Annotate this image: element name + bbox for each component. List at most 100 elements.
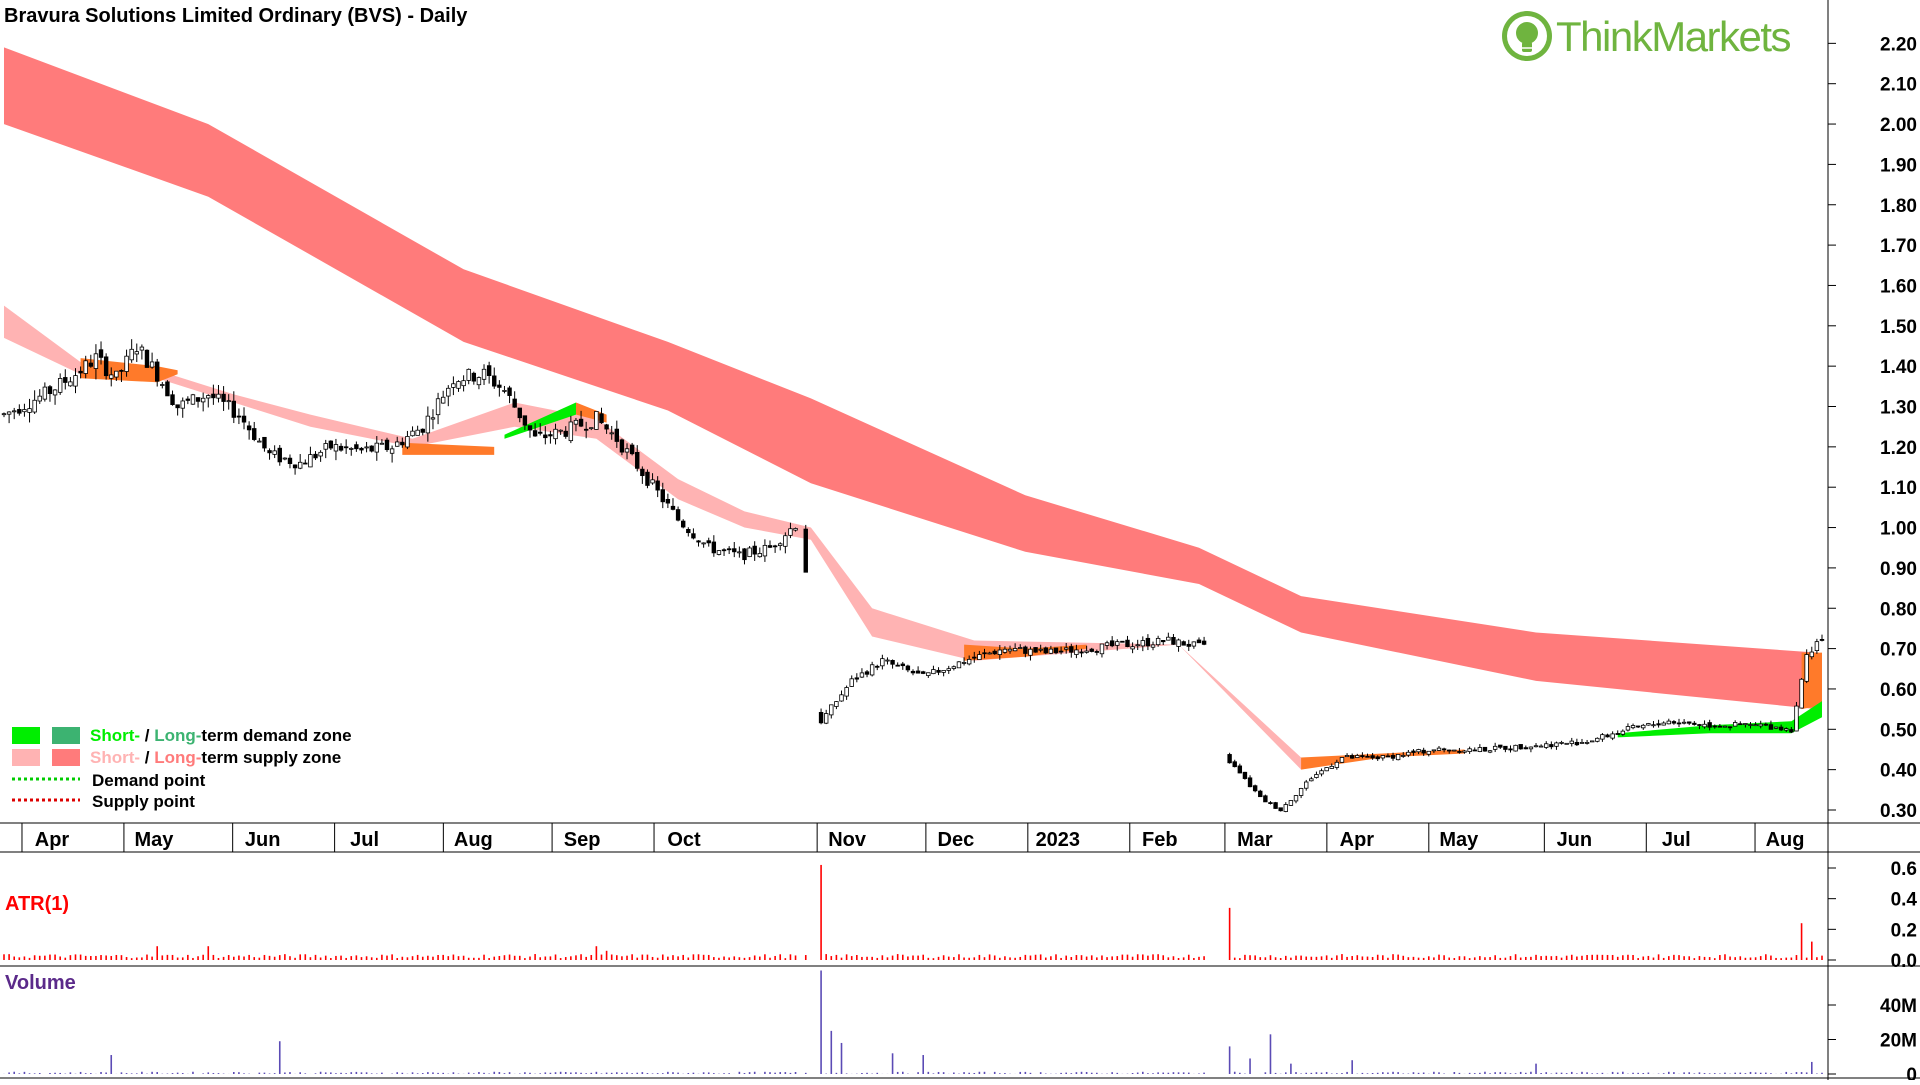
candle [149,352,155,369]
candle [1268,801,1273,805]
candle [425,406,431,442]
candle [246,421,252,440]
candle [834,701,839,710]
candle [451,376,456,396]
candle [624,443,630,460]
transition-zone-1 [402,442,495,455]
candle [1012,643,1018,652]
candle [1738,721,1743,726]
candle [354,441,359,452]
candle [951,665,957,671]
candle [1656,719,1661,728]
candle [1186,639,1191,651]
candle [1732,720,1738,727]
candle [1492,742,1498,753]
candle [711,535,717,557]
candle [1799,678,1804,709]
month-label: May [134,829,174,851]
candle [415,425,420,436]
candle [747,546,752,558]
candle [604,423,609,434]
candle [987,651,992,655]
candle [1349,753,1355,759]
candle [98,341,104,365]
candle [1630,723,1636,730]
candle [696,540,701,547]
candle [1375,755,1380,761]
candle [1115,639,1120,651]
candle [1385,753,1391,758]
candle [435,392,441,425]
candle [461,375,466,392]
month-label: Jun [245,829,281,851]
candle [1242,771,1248,780]
candle [471,371,477,385]
candle [1196,637,1202,644]
candle [1411,749,1416,756]
candle [165,380,170,397]
candle [1743,723,1748,728]
candle [1753,722,1758,727]
transition-zone-2 [576,402,607,423]
long-term-supply-zone [4,47,1817,710]
price-panel [1,47,1825,813]
candle [1717,724,1723,728]
candle [206,394,211,408]
candle [1554,741,1559,750]
candle [252,421,257,442]
candle [941,669,946,677]
candle [1247,775,1253,788]
candle [1033,647,1038,653]
candle [400,437,405,448]
candle [1329,763,1334,769]
candle [1278,807,1283,812]
candle [818,708,824,725]
candle [221,386,226,411]
candle [548,430,553,444]
candle [1171,633,1176,645]
candle [1477,744,1483,753]
candle [1518,744,1523,750]
candle [793,527,798,532]
price-tick-label: 0.30 [1880,801,1917,822]
candle [635,445,640,472]
candle [195,397,201,408]
candle [619,438,625,456]
candle [1406,749,1411,758]
candle [849,675,854,687]
candle [1574,738,1580,746]
candle [78,366,83,379]
candle [236,408,242,425]
candle [512,391,517,408]
candle [1789,727,1794,734]
candle [1395,754,1401,761]
candle [1252,784,1258,793]
candle [538,423,543,436]
candle [287,454,293,469]
candle [466,368,471,385]
candle [88,354,94,368]
candle [629,442,635,456]
candle [1564,742,1569,745]
candle [1140,636,1146,652]
candle [982,648,987,659]
candle [762,539,768,562]
legend-supply-point: Supply point [92,792,195,811]
atr-tick-label: 0.2 [1891,920,1917,941]
candle [1401,752,1406,758]
lightbulb-icon [1502,11,1552,61]
candle [1584,739,1590,745]
candle [553,423,558,445]
candle [589,427,594,431]
candle [420,428,425,436]
price-tick-label: 0.50 [1880,720,1917,741]
candle [905,664,911,673]
candle [568,415,574,444]
candle [338,443,344,452]
candle [1237,763,1243,774]
candle [1702,720,1707,729]
candle [1232,759,1237,768]
candle [1120,640,1125,643]
candle [614,420,620,448]
